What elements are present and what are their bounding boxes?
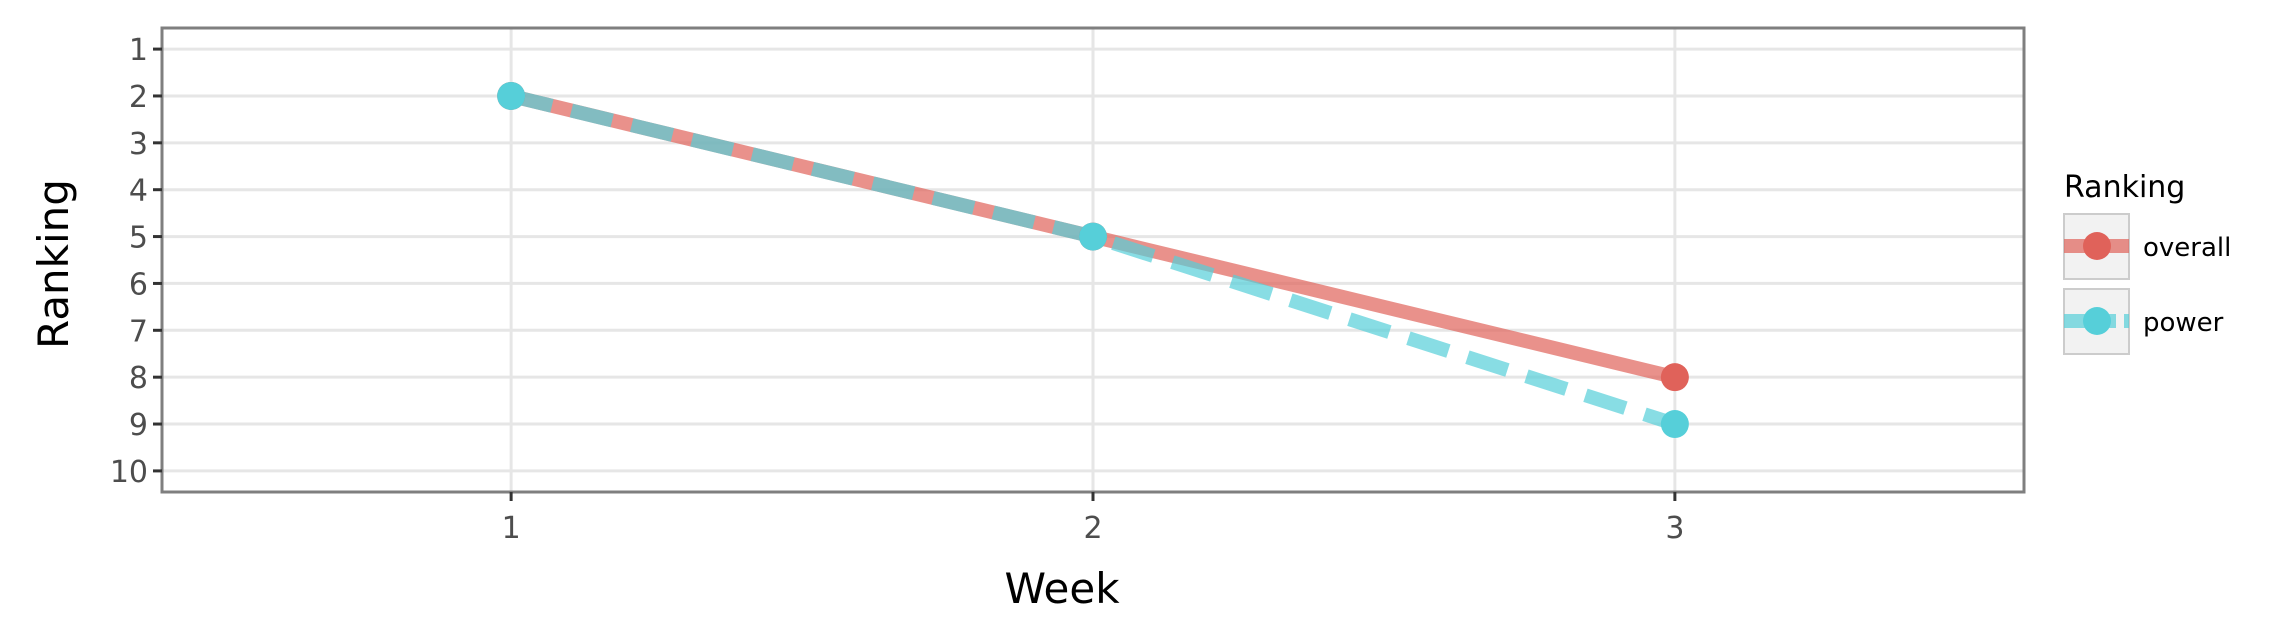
legend-title: Ranking <box>2064 170 2185 205</box>
y-tick-label: 3 <box>129 127 148 162</box>
data-point-power <box>497 81 526 110</box>
data-point-power <box>1660 410 1689 439</box>
x-tick-label: 1 <box>502 511 521 546</box>
y-tick-label: 1 <box>129 33 148 68</box>
legend: Ranking overall power <box>2063 170 2231 355</box>
x-tick-label: 3 <box>1665 511 1684 546</box>
y-axis-ticks: 1 2 3 4 5 6 7 8 9 10 <box>110 33 162 490</box>
y-tick-label: 5 <box>129 221 148 256</box>
legend-label-overall: overall <box>2143 233 2231 263</box>
grid-lines <box>162 28 2024 492</box>
y-tick-label: 7 <box>129 314 148 349</box>
data-point-overall <box>1660 363 1689 392</box>
y-tick-label: 4 <box>129 174 148 209</box>
y-tick-label: 8 <box>129 361 148 396</box>
x-axis-title: Week <box>1004 564 1120 613</box>
legend-label-power: power <box>2143 308 2224 338</box>
series-points <box>497 81 1689 439</box>
legend-key-point <box>2083 232 2111 260</box>
x-tick-label: 2 <box>1083 511 1102 546</box>
y-tick-label: 6 <box>129 267 148 302</box>
x-axis-ticks: 1 2 3 <box>502 492 1684 546</box>
data-point-power <box>1079 222 1107 251</box>
legend-key-point <box>2083 307 2111 335</box>
y-axis-title: Ranking <box>29 179 78 349</box>
y-tick-label: 10 <box>110 455 148 490</box>
y-tick-label: 2 <box>129 80 148 115</box>
y-tick-label: 9 <box>129 408 148 443</box>
